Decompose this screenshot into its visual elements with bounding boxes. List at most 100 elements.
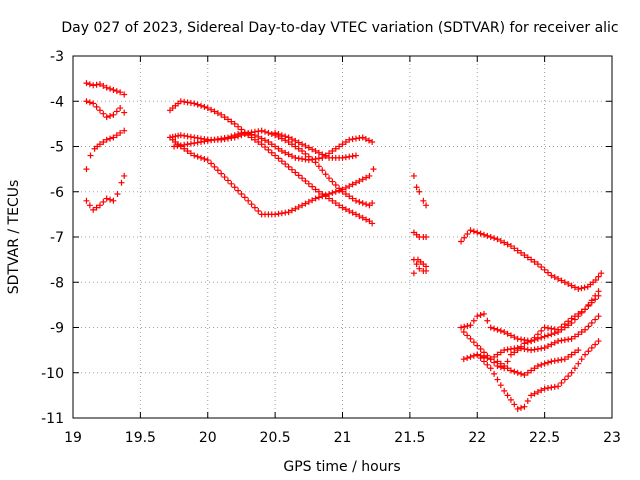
data-point (198, 102, 205, 109)
data-point (107, 112, 114, 119)
data-point (370, 166, 377, 173)
data-point (484, 317, 491, 324)
data-point (571, 333, 578, 340)
data-point (251, 132, 258, 139)
data-point (342, 191, 349, 198)
data-point (491, 325, 498, 332)
data-point (484, 352, 491, 359)
x-tick-label: 22.5 (529, 430, 560, 446)
data-point (592, 292, 599, 299)
data-point (278, 132, 285, 139)
data-point (187, 150, 194, 157)
data-point (83, 197, 90, 204)
data-point (302, 142, 309, 149)
data-point (555, 329, 562, 336)
data-point (538, 387, 545, 394)
data-point (531, 365, 538, 372)
data-point (305, 198, 312, 205)
data-point (548, 331, 555, 338)
data-point (315, 149, 322, 156)
data-point (548, 272, 555, 279)
data-point (366, 137, 373, 144)
data-point (518, 249, 525, 256)
data-point (410, 270, 417, 277)
data-point (497, 237, 504, 244)
data-point (275, 155, 282, 162)
data-point (356, 178, 363, 185)
data-point (561, 376, 568, 383)
data-point (113, 108, 120, 115)
data-point (90, 100, 97, 107)
data-point (299, 175, 306, 182)
data-point (467, 335, 474, 342)
x-tick-label: 19 (64, 430, 82, 446)
y-tick-label: -3 (50, 49, 64, 65)
data-point (578, 329, 585, 336)
data-point (262, 137, 269, 144)
data-point (524, 398, 531, 405)
data-point (578, 356, 585, 363)
data-point (332, 188, 339, 195)
data-point (491, 235, 498, 242)
data-point (121, 109, 128, 116)
data-point (595, 288, 602, 295)
data-point (504, 241, 511, 248)
data-point (507, 332, 514, 339)
data-point (224, 134, 231, 141)
data-point (494, 376, 501, 383)
data-point (83, 166, 90, 173)
data-point (100, 138, 107, 145)
data-point (521, 340, 528, 347)
data-point (224, 177, 231, 184)
data-point (121, 91, 128, 98)
data-point (551, 274, 558, 281)
data-point (497, 327, 504, 334)
data-point (100, 110, 107, 117)
data-point (359, 214, 366, 221)
data-point (359, 134, 366, 141)
data-point (245, 197, 252, 204)
series-c1 (410, 172, 430, 209)
data-point (470, 339, 477, 346)
data-point (107, 85, 114, 92)
data-point (511, 334, 518, 341)
data-point (255, 138, 262, 145)
data-point (218, 170, 225, 177)
data-point (86, 81, 93, 88)
data-point (93, 81, 100, 88)
data-point (487, 324, 494, 331)
series-a3 (83, 127, 128, 173)
data-point (561, 279, 568, 286)
data-point (93, 103, 100, 110)
data-point (282, 161, 289, 168)
data-point (420, 261, 427, 268)
data-point (480, 349, 487, 356)
data-point (282, 133, 289, 140)
data-point (541, 333, 548, 340)
data-point (568, 282, 575, 289)
data-point (235, 123, 242, 130)
data-point (275, 131, 282, 138)
data-point (504, 392, 511, 399)
data-point (494, 326, 501, 333)
data-point (571, 284, 578, 291)
data-point (592, 316, 599, 323)
data-point (241, 194, 248, 201)
x-tick-label: 21 (334, 430, 352, 446)
data-point (582, 306, 589, 313)
series-c4 (410, 256, 430, 277)
data-point (511, 401, 518, 408)
data-point (423, 267, 430, 274)
data-point (326, 191, 333, 198)
data-point (221, 174, 228, 181)
data-point (113, 132, 120, 139)
data-point (534, 335, 541, 342)
data-point (221, 114, 228, 121)
chart-title: Day 027 of 2023, Sidereal Day-to-day VTE… (61, 20, 618, 36)
data-point (83, 80, 90, 87)
data-point (480, 358, 487, 365)
data-point (86, 99, 93, 106)
data-point (336, 143, 343, 150)
data-point (224, 116, 231, 123)
data-point (285, 209, 292, 216)
